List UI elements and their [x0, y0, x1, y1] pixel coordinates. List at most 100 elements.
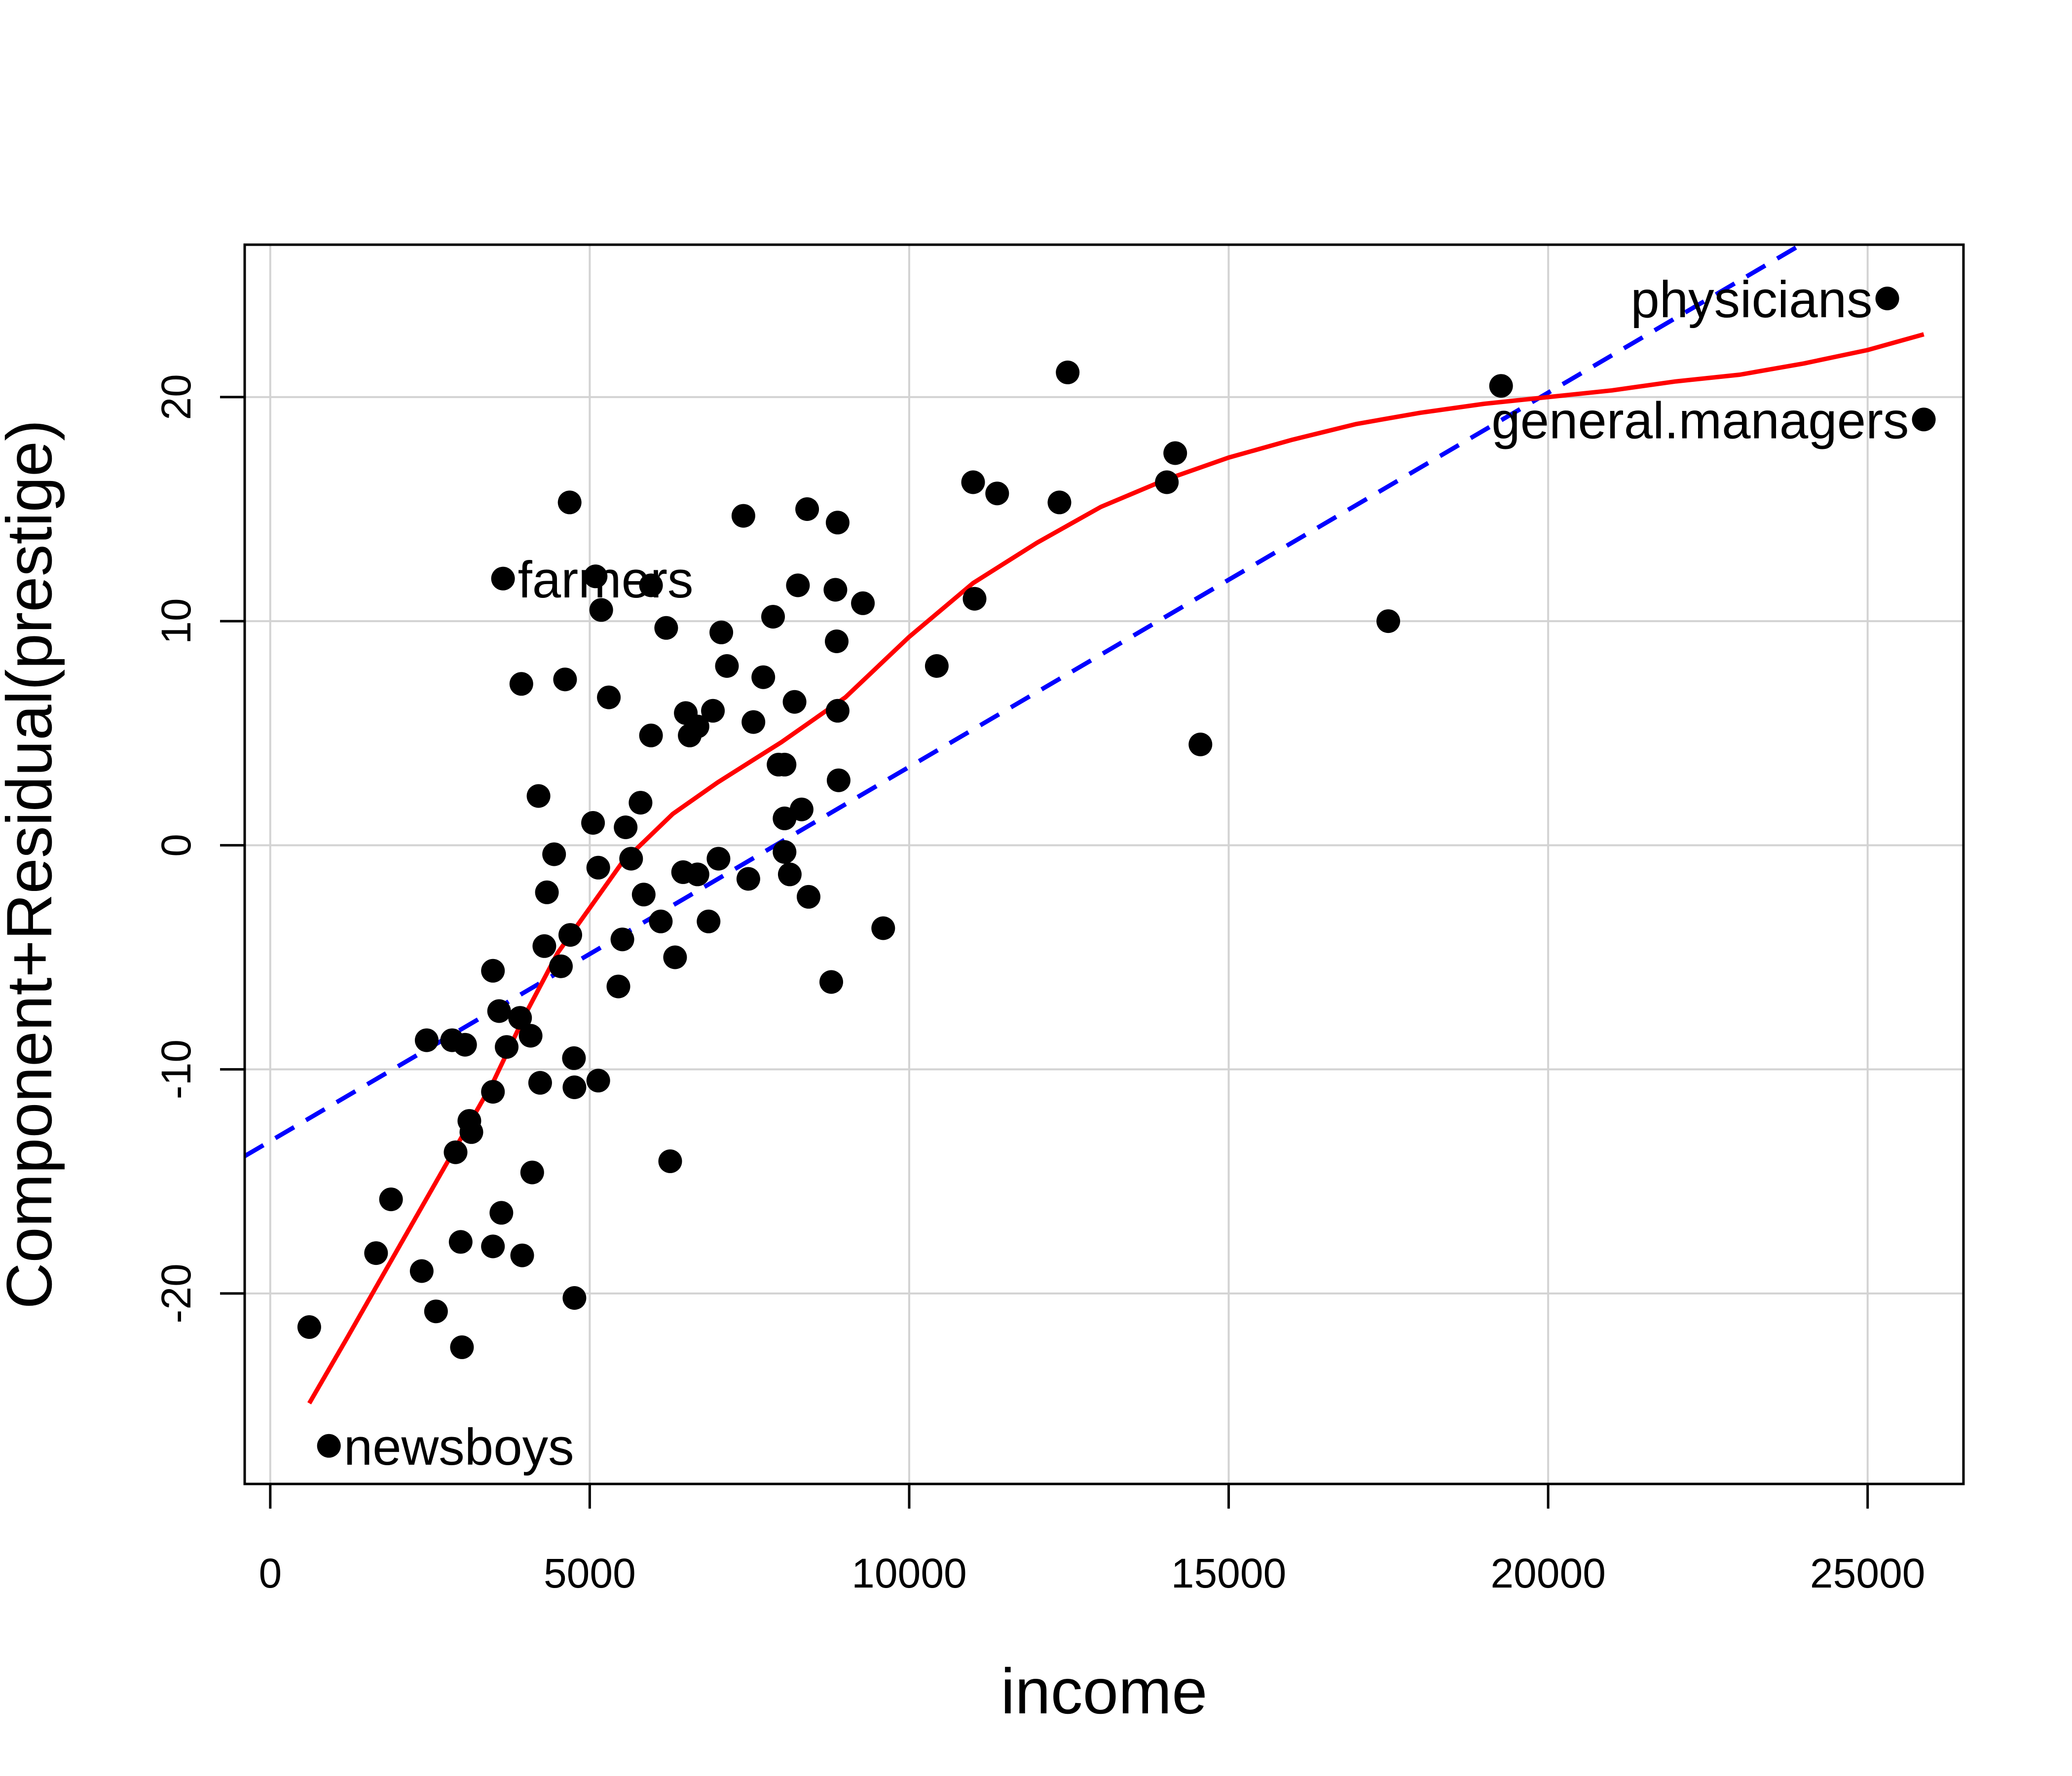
- data-point: [558, 923, 582, 947]
- data-point: [685, 714, 709, 739]
- data-point: [518, 1024, 543, 1048]
- data-point: [685, 862, 709, 887]
- data-point: [535, 880, 559, 904]
- data-point: [789, 797, 814, 821]
- point-labels: physicians general.managers farmers newsboy…: [344, 271, 1909, 1476]
- data-point: [773, 840, 797, 864]
- data-point: [631, 883, 656, 907]
- data-point: [1047, 490, 1072, 515]
- y-axis-title: Component+Residual(prestige): [0, 420, 65, 1309]
- data-point: [1912, 407, 1936, 432]
- data-point: [481, 959, 505, 983]
- data-point: [444, 1140, 468, 1164]
- data-point: [597, 685, 621, 709]
- point-label: general.managers: [1491, 392, 1909, 449]
- data-point: [649, 909, 673, 933]
- data-point: [985, 481, 1009, 506]
- data-point: [532, 934, 556, 958]
- data-point: [701, 699, 725, 723]
- data-point: [639, 723, 663, 747]
- data-point: [639, 573, 663, 597]
- data-point: [925, 654, 949, 678]
- data-point: [962, 587, 987, 611]
- data-point: [450, 1335, 474, 1359]
- y-tick-label: 0: [153, 834, 199, 857]
- x-tick-label: 20000: [1490, 1550, 1606, 1596]
- data-point: [557, 490, 582, 515]
- y-tick-label: 20: [153, 374, 199, 420]
- y-axis: -20 -10 0 10 20: [153, 374, 246, 1324]
- data-point: [364, 1241, 388, 1265]
- data-point: [709, 620, 734, 644]
- data-point: [797, 885, 820, 909]
- data-point: [495, 1035, 518, 1059]
- data-point: [317, 1434, 341, 1458]
- data-point: [961, 470, 985, 494]
- x-tick-label: 10000: [851, 1550, 967, 1596]
- data-point: [589, 598, 613, 622]
- data-point: [581, 811, 605, 835]
- y-tick-label: -20: [153, 1263, 199, 1323]
- data-point: [487, 999, 511, 1023]
- data-point: [786, 573, 810, 597]
- data-point: [526, 784, 551, 808]
- data-point: [826, 768, 851, 792]
- fit-line-layer: [245, 245, 1806, 1158]
- data-point: [584, 564, 608, 589]
- data-point: [654, 616, 678, 640]
- data-point: [1155, 470, 1179, 494]
- data-point: [414, 1028, 439, 1052]
- data-point: [481, 1080, 505, 1104]
- x-axis-title: income: [1000, 1655, 1207, 1727]
- data-point: [586, 855, 610, 880]
- data-point: [731, 504, 755, 528]
- linear-fit-line: [245, 245, 1806, 1158]
- data-point: [491, 566, 515, 591]
- x-tick-label: 25000: [1810, 1550, 1925, 1596]
- x-tick-label: 15000: [1171, 1550, 1287, 1596]
- data-point: [562, 1046, 586, 1070]
- data-point: [489, 1201, 514, 1225]
- point-label: farmers: [518, 551, 694, 609]
- data-point: [741, 710, 766, 734]
- data-point: [549, 954, 573, 978]
- data-point: [825, 629, 849, 653]
- point-label: physicians: [1630, 271, 1872, 329]
- data-point: [448, 1230, 473, 1254]
- x-tick-label: 5000: [544, 1550, 636, 1596]
- data-point: [1056, 360, 1080, 384]
- y-tick-label: 10: [153, 598, 199, 644]
- data-point: [1188, 733, 1213, 756]
- data-point: [851, 591, 875, 615]
- data-point: [697, 909, 721, 933]
- x-tick-label: 0: [259, 1550, 282, 1596]
- data-point: [773, 752, 797, 777]
- smooth-line: [307, 332, 1924, 1405]
- data-point: [751, 665, 776, 689]
- data-point: [509, 672, 533, 696]
- data-point: [658, 1149, 682, 1173]
- data-point: [1489, 374, 1513, 398]
- data-point: [542, 842, 566, 866]
- data-point: [1376, 609, 1401, 633]
- data-point: [782, 690, 807, 714]
- data-point: [297, 1315, 321, 1339]
- data-point: [562, 1286, 587, 1310]
- data-point: [606, 974, 630, 999]
- y-tick-label: -10: [153, 1039, 199, 1099]
- x-axis: 0 5000 10000 15000 20000 25000: [259, 1482, 1925, 1596]
- data-point: [409, 1259, 434, 1283]
- data-point: [424, 1299, 448, 1324]
- data-point: [663, 945, 687, 969]
- data-point: [453, 1033, 477, 1057]
- data-point: [706, 847, 731, 871]
- data-point: [795, 497, 819, 521]
- data-point: [629, 791, 653, 815]
- data-point: [553, 667, 577, 692]
- data-point: [528, 1071, 552, 1095]
- data-point: [520, 1160, 544, 1184]
- data-point: [459, 1120, 483, 1144]
- data-point: [825, 699, 850, 723]
- smooth-line-layer: [307, 332, 1924, 1405]
